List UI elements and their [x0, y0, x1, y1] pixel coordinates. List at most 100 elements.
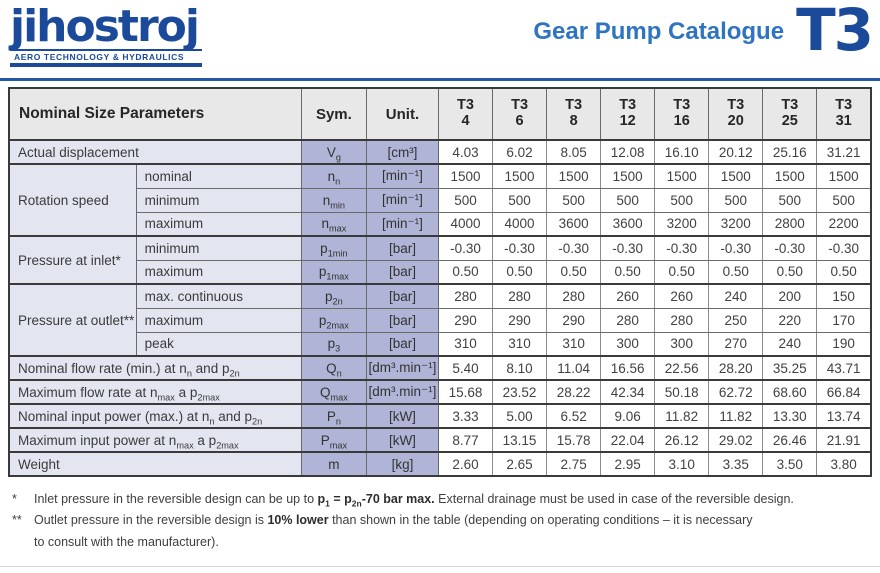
symbol-cell: p1max — [300, 259, 367, 285]
value-cell: 13.30 — [762, 403, 818, 429]
unit-cell: [kW] — [365, 427, 439, 453]
row-label: nominal — [135, 163, 302, 189]
column-header-symbol: Sym. — [300, 87, 367, 141]
unit-cell: [dm³.min⁻¹] — [365, 355, 439, 381]
value-cell: 500 — [762, 187, 818, 213]
value-cell: 26.46 — [762, 427, 818, 453]
footnote-marker: ** — [12, 513, 22, 528]
value-cell: 3.10 — [654, 451, 710, 477]
table-row: Pressure at outlet** max. continuous p2n [b… — [8, 283, 872, 357]
value-cell: 0.50 — [708, 259, 764, 285]
unit-cell: [min⁻¹] — [365, 163, 439, 189]
unit-cell: [bar] — [365, 259, 439, 285]
table-row: maximum p2max [bar] 290 290 290 280 280 250 220 17… — [9, 307, 872, 333]
value-cell: 1500 — [816, 163, 872, 189]
table-row: maximum nmax [min⁻¹] 4000 4000 3600 3600 3200 32… — [9, 211, 872, 237]
row-label: Weight — [8, 451, 302, 477]
footnotes: * Inlet pressure in the reversible desig… — [12, 489, 872, 553]
unit-cell: [min⁻¹] — [365, 187, 439, 213]
value-cell: 280 — [492, 283, 548, 309]
row-label: minimum — [135, 187, 302, 213]
value-cell: 20.12 — [708, 139, 764, 165]
parameters-table: Nominal Size Parameters Sym. Unit. T3 4 T3… — [8, 87, 872, 477]
value-cell: 500 — [600, 187, 656, 213]
value-cell: 42.34 — [600, 379, 656, 405]
value-cell: 310 — [492, 331, 548, 357]
value-cell: 310 — [437, 331, 494, 357]
value-cell: 0.50 — [762, 259, 818, 285]
table-row: Actual displacement Vg [cm³] 4.03 6.02 8.05 12… — [8, 139, 872, 165]
row-label: minimum — [135, 235, 302, 261]
row-label: maximum — [135, 211, 302, 237]
value-cell: 25.16 — [762, 139, 818, 165]
jihostroj-logo: jihostroj AERO TECHNOLOGY & HYDRAULICS — [10, 5, 202, 67]
unit-cell: [min⁻¹] — [365, 211, 439, 237]
value-cell: 28.22 — [546, 379, 602, 405]
row-label: Nominal flow rate (min.) at nn and p2n — [8, 355, 302, 381]
value-cell: 13.15 — [492, 427, 548, 453]
value-cell: 43.71 — [816, 355, 872, 381]
unit-cell: [kW] — [365, 403, 439, 429]
unit-cell: [cm³] — [365, 139, 439, 165]
table-row: minimum nmin [min⁻¹] 500 500 500 500 500 500 500 5… — [9, 187, 872, 213]
unit-cell: [kg] — [365, 451, 439, 477]
value-cell: 2.65 — [492, 451, 548, 477]
value-cell: -0.30 — [437, 235, 494, 261]
group-label: Rotation speed — [8, 163, 137, 237]
symbol-cell: Pmax — [300, 427, 367, 453]
value-cell: 16.56 — [600, 355, 656, 381]
footnote-inlet: * Inlet pressure in the reversible desig… — [12, 489, 872, 510]
value-cell: 15.68 — [437, 379, 494, 405]
footnote-text: Outlet pressure in the reversible design… — [34, 513, 753, 549]
value-cell: 0.50 — [816, 259, 872, 285]
value-cell: 0.50 — [546, 259, 602, 285]
symbol-cell: nmax — [300, 211, 367, 237]
symbol-cell: p3 — [300, 331, 367, 357]
value-cell: 1500 — [546, 163, 602, 189]
value-cell: 280 — [600, 307, 656, 333]
value-cell: 4000 — [437, 211, 494, 237]
value-cell: 11.04 — [546, 355, 602, 381]
value-cell: 170 — [816, 307, 872, 333]
table-header-row: Nominal Size Parameters Sym. Unit. T3 4 T3… — [8, 87, 872, 141]
value-cell: 500 — [654, 187, 710, 213]
value-cell: 28.20 — [708, 355, 764, 381]
value-cell: 5.00 — [492, 403, 548, 429]
value-cell: 1500 — [600, 163, 656, 189]
table-row: peak p3 [bar] 310 310 310 300 300 270 240 190 — [9, 331, 872, 357]
value-cell: 4000 — [492, 211, 548, 237]
value-cell: 240 — [762, 331, 818, 357]
unit-cell: [dm³.min⁻¹] — [365, 379, 439, 405]
value-cell: 1500 — [492, 163, 548, 189]
value-cell: 290 — [437, 307, 494, 333]
value-cell: 8.05 — [546, 139, 602, 165]
value-cell: 300 — [600, 331, 656, 357]
value-cell: 280 — [546, 283, 602, 309]
value-cell: 3600 — [546, 211, 602, 237]
value-cell: -0.30 — [546, 235, 602, 261]
value-cell: 3200 — [654, 211, 710, 237]
value-cell: 500 — [816, 187, 872, 213]
group-label: Pressure at outlet** — [8, 283, 137, 357]
table-row: maximum p1max [bar] 0.50 0.50 0.50 0.50 0.50 0.5… — [9, 259, 872, 285]
value-cell: 8.77 — [437, 427, 494, 453]
value-cell: -0.30 — [762, 235, 818, 261]
table-row: Nominal flow rate (min.) at nn and p2n Qn… — [8, 355, 872, 381]
value-cell: 6.02 — [492, 139, 548, 165]
value-cell: 8.10 — [492, 355, 548, 381]
symbol-cell: nmin — [300, 187, 367, 213]
column-header-parameters: Nominal Size Parameters — [8, 87, 302, 141]
value-cell: 2.60 — [437, 451, 494, 477]
column-header-model-20: T3 20 — [708, 87, 764, 141]
unit-cell: [bar] — [365, 283, 439, 309]
footnote-text: Inlet pressure in the reversible design … — [34, 492, 794, 509]
value-cell: -0.30 — [654, 235, 710, 261]
value-cell: 21.91 — [816, 427, 872, 453]
value-cell: 0.50 — [654, 259, 710, 285]
unit-cell: [bar] — [365, 307, 439, 333]
unit-cell: [bar] — [365, 235, 439, 261]
symbol-cell: Qmax — [300, 379, 367, 405]
series-designation: T3 — [796, 0, 874, 64]
group-label: Pressure at inlet* — [8, 235, 137, 285]
value-cell: 310 — [546, 331, 602, 357]
